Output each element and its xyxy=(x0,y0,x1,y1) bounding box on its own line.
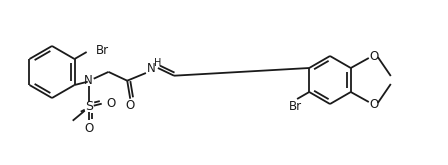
Text: O: O xyxy=(125,99,135,112)
Text: Br: Br xyxy=(95,45,109,57)
Text: N: N xyxy=(84,74,93,87)
Text: H: H xyxy=(154,58,162,68)
Text: S: S xyxy=(85,100,93,113)
Text: Br: Br xyxy=(289,100,302,114)
Text: O: O xyxy=(106,97,115,110)
Text: O: O xyxy=(369,50,379,63)
Text: O: O xyxy=(369,98,379,111)
Text: O: O xyxy=(84,122,93,135)
Text: N: N xyxy=(146,62,155,75)
